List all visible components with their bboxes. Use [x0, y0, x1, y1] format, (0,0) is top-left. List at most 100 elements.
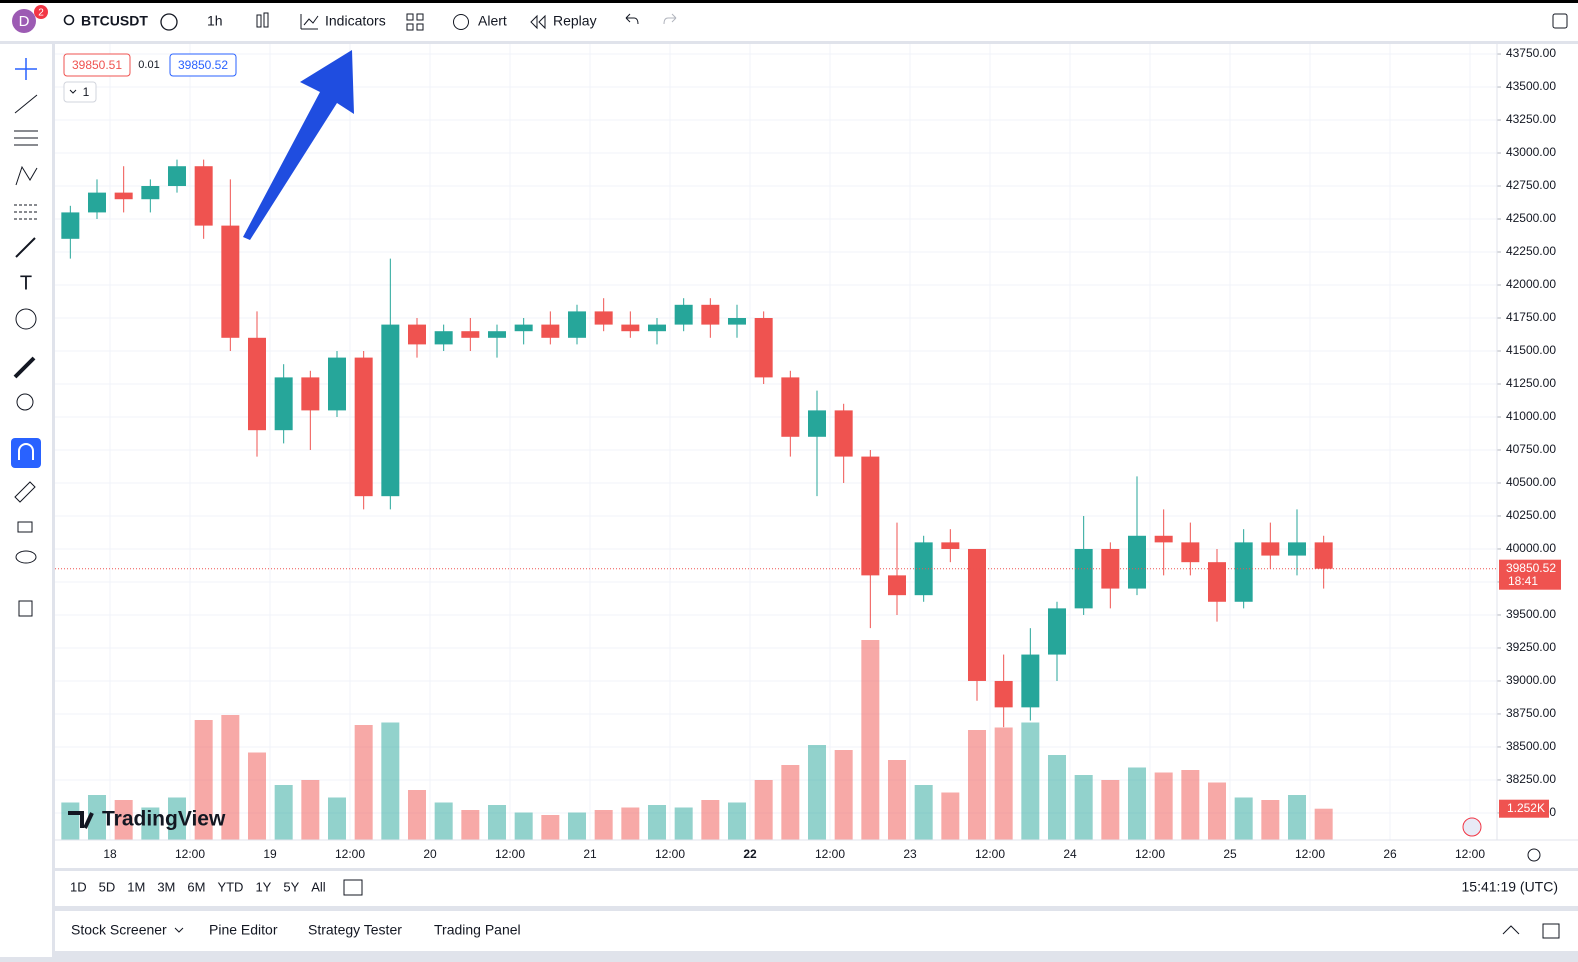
pattern-tool[interactable] — [15, 165, 38, 186]
bottom-tab[interactable]: Pine Editor — [209, 922, 278, 938]
crosshair-tool[interactable] — [15, 58, 37, 80]
volume-bar — [488, 805, 506, 840]
interval[interactable]: 1h — [207, 13, 223, 29]
symbol[interactable]: BTCUSDT — [81, 13, 148, 29]
candle-body — [541, 324, 560, 338]
range-button[interactable]: 1M — [127, 879, 145, 894]
x-tick-label: 12:00 — [815, 847, 845, 861]
range-button[interactable]: 1Y — [255, 879, 271, 894]
range-button[interactable]: 3M — [157, 879, 175, 894]
candle-body — [381, 324, 400, 497]
replay-button[interactable]: Replay — [553, 13, 597, 29]
collapse[interactable] — [1502, 925, 1520, 935]
candle-body — [488, 331, 506, 338]
bottom-tab[interactable]: Stock Screener — [71, 922, 167, 938]
undo[interactable] — [625, 13, 639, 25]
range-button[interactable]: 6M — [187, 879, 205, 894]
left-toolbar — [0, 44, 52, 957]
layout-icon[interactable] — [406, 13, 424, 31]
range-button[interactable]: 1D — [70, 879, 87, 894]
volume-bar — [1074, 775, 1093, 840]
volume-bar — [88, 795, 106, 840]
candle-body — [968, 548, 986, 681]
y-tick-label: 41500.00 — [1506, 343, 1556, 357]
range-button[interactable]: 5D — [99, 879, 116, 894]
bottom-tab[interactable]: Strategy Tester — [308, 922, 402, 938]
chart-style[interactable] — [256, 14, 262, 28]
ruler-tool[interactable] — [13, 356, 36, 379]
settings[interactable] — [1527, 848, 1541, 862]
candle-body — [194, 166, 213, 226]
avatar[interactable] — [12, 9, 36, 33]
y-tick-label: 42750.00 — [1506, 178, 1556, 192]
brush-tool[interactable] — [15, 237, 36, 258]
indicators-icon — [300, 14, 319, 30]
bottom-tab[interactable]: Trading Panel — [434, 922, 521, 938]
y-tick-label: 43750.00 — [1506, 46, 1556, 60]
range-button[interactable]: 5Y — [283, 879, 299, 894]
volume-bar — [568, 812, 586, 840]
alert-button[interactable]: Alert — [478, 13, 507, 29]
x-tick-label: 12:00 — [1135, 847, 1165, 861]
volume-bar — [1208, 782, 1226, 840]
add-symbol[interactable] — [160, 13, 178, 31]
x-tick-label: 12:00 — [175, 847, 205, 861]
candle-body — [1181, 542, 1200, 563]
volume-bar — [1101, 780, 1120, 840]
bid-box[interactable] — [63, 53, 131, 77]
volume-bar — [968, 730, 986, 840]
volume-bar — [194, 720, 213, 840]
y-tick-label: 38750.00 — [1506, 706, 1556, 720]
volume-bar — [621, 807, 640, 840]
flag[interactable] — [1462, 817, 1482, 837]
ask-box[interactable] — [169, 53, 237, 77]
volume-bar — [701, 800, 720, 840]
volume-bar — [648, 805, 666, 840]
volume-bar — [994, 727, 1013, 840]
lots-caret — [69, 89, 77, 94]
y-tick-label: 39250.00 — [1506, 640, 1556, 654]
search-icon[interactable] — [63, 14, 75, 26]
lock-drawing-tool[interactable] — [14, 481, 36, 503]
goto-date[interactable] — [343, 879, 363, 896]
candle-body — [1101, 548, 1120, 589]
volume-bar — [754, 780, 773, 840]
range-button[interactable]: All — [311, 879, 326, 894]
candle-body — [728, 318, 746, 325]
badge-count: 2 — [38, 8, 44, 19]
delete-tool[interactable] — [18, 600, 33, 617]
x-tick-label: 26 — [1383, 847, 1397, 861]
x-tick-label: 12:00 — [655, 847, 685, 861]
hide-tool[interactable] — [15, 550, 37, 564]
volume-bar — [861, 640, 880, 840]
candle-body — [674, 304, 693, 325]
y-tick-label: 43250.00 — [1506, 112, 1556, 126]
lots-box[interactable] — [63, 81, 97, 103]
lock-tool[interactable] — [17, 521, 33, 533]
maximize[interactable] — [1542, 923, 1560, 939]
zoom-tool[interactable] — [16, 393, 34, 411]
screener-caret — [174, 927, 184, 933]
candle-body — [994, 680, 1013, 708]
last-price-label: 39850.52 — [1506, 561, 1556, 575]
x-tick-label: 25 — [1223, 847, 1237, 861]
candle-body — [141, 186, 160, 200]
fullscreen[interactable] — [1552, 13, 1568, 29]
y-tick-label: 40250.00 — [1506, 508, 1556, 522]
candle-body — [328, 357, 346, 411]
alert-icon — [453, 14, 469, 30]
magnet-tool[interactable] — [11, 438, 41, 468]
trend-line-tool[interactable] — [14, 94, 38, 114]
indicators-button[interactable]: Indicators — [325, 13, 386, 29]
redo[interactable] — [663, 13, 677, 25]
text-tool[interactable]: T — [20, 272, 32, 294]
volume-bar — [1234, 797, 1253, 840]
icon-tool[interactable] — [15, 308, 37, 330]
fib-tool[interactable] — [14, 130, 38, 146]
range-button[interactable]: YTD — [217, 879, 243, 894]
candle-body — [594, 311, 613, 325]
volume-bar — [728, 802, 746, 840]
x-tick-label: 22 — [743, 847, 757, 861]
candle-body — [1261, 542, 1280, 556]
prediction-tool[interactable] — [14, 204, 38, 220]
